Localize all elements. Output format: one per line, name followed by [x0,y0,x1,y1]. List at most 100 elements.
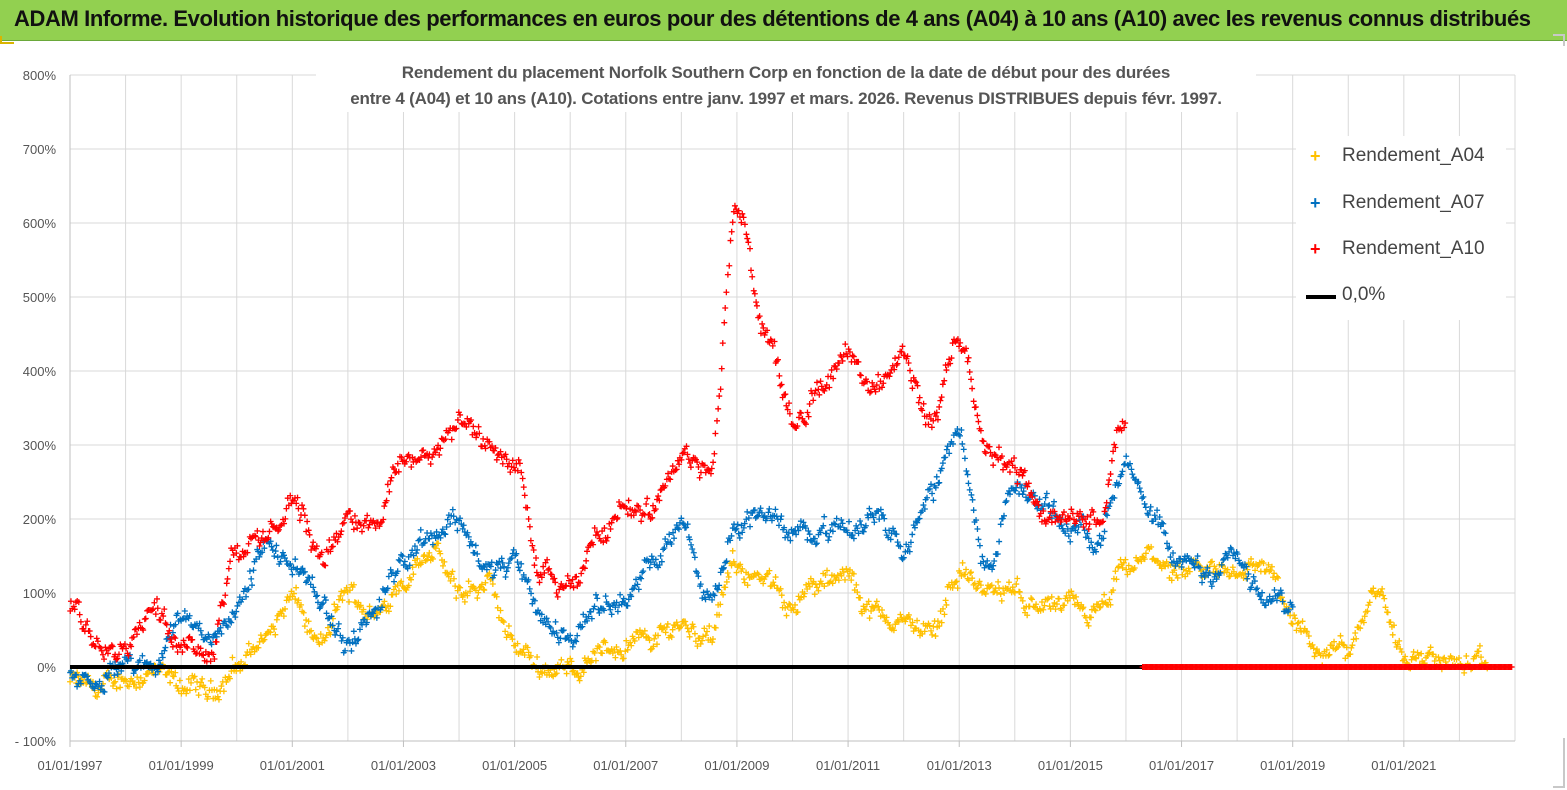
data-point [427,460,434,467]
data-point [333,606,340,613]
data-point [538,611,545,618]
data-point [1124,571,1131,578]
data-point [256,543,263,550]
data-point [1254,563,1261,570]
data-point [381,503,388,510]
x-tick-label: 01/01/2003 [371,758,436,773]
data-point [155,657,162,664]
data-point [662,629,669,636]
data-point [305,618,312,625]
legend-item-a07: + Rendement_A07 [1296,191,1506,221]
data-point [343,584,350,591]
data-point [252,533,259,540]
data-point [1365,602,1372,609]
data-point [201,684,208,691]
data-point [447,520,454,527]
data-point [1120,559,1127,566]
data-point [1254,585,1261,592]
data-point [696,474,703,481]
data-point [591,649,598,656]
data-point [829,528,836,535]
data-point [700,589,707,596]
data-point [893,531,900,538]
data-point [965,577,972,584]
data-point [768,517,775,524]
data-point [387,603,394,610]
data-point [366,603,373,610]
data-point [210,634,217,641]
data-point [310,539,317,546]
data-point [1038,599,1045,606]
data-point [990,462,997,469]
data-point [925,421,932,428]
data-point [1288,620,1295,627]
data-point [1056,595,1063,602]
data-point [641,627,648,634]
data-point [966,368,973,375]
data-point [617,591,624,598]
y-tick-label: 0% [37,660,56,675]
data-point [1209,558,1216,565]
data-point [377,519,384,526]
data-point [1196,564,1203,571]
data-point [741,520,748,527]
data-point [711,450,718,457]
data-point [1340,641,1347,648]
data-point [518,560,525,567]
data-point [1020,488,1027,495]
data-point [684,521,691,528]
data-point [865,514,872,521]
data-point [86,627,93,634]
data-point [1221,555,1228,562]
data-point [423,556,430,563]
data-point [421,539,428,546]
data-point [494,452,501,459]
data-point [493,456,500,463]
data-point [1218,561,1225,568]
header-banner: ADAM Informe. Evolution historique des p… [0,0,1567,41]
data-point [189,636,196,643]
data-point [437,445,444,452]
data-point [975,418,982,425]
data-point [1045,595,1052,602]
data-point [907,616,914,623]
data-point [706,623,713,630]
data-point [76,677,83,684]
data-point [261,545,268,552]
data-point [317,631,324,638]
data-point [686,536,693,543]
data-point [1082,534,1089,541]
data-point [652,556,659,563]
data-point [492,567,499,574]
data-point [646,564,653,571]
data-point [1160,559,1167,566]
data-point [354,637,361,644]
data-point [441,558,448,565]
data-point [161,606,168,613]
data-point [439,562,446,569]
data-point [474,595,481,602]
data-point [398,454,405,461]
data-point [616,498,623,505]
zero-red-markers [1139,664,1515,670]
data-point [608,611,615,618]
data-point [635,503,642,510]
data-point [287,492,294,499]
data-point [1271,586,1278,593]
data-point [379,604,386,611]
data-point [714,585,721,592]
data-point [968,376,975,383]
data-point [408,576,415,583]
data-point [1360,619,1367,626]
data-point [1204,564,1211,571]
data-point [1105,481,1112,488]
data-point [355,636,362,643]
data-point [740,214,747,221]
data-point [608,519,615,526]
data-point [483,566,490,573]
data-point [1271,570,1278,577]
data-point [872,602,879,609]
data-point [795,527,802,534]
data-point [497,607,504,614]
data-point [519,475,526,482]
